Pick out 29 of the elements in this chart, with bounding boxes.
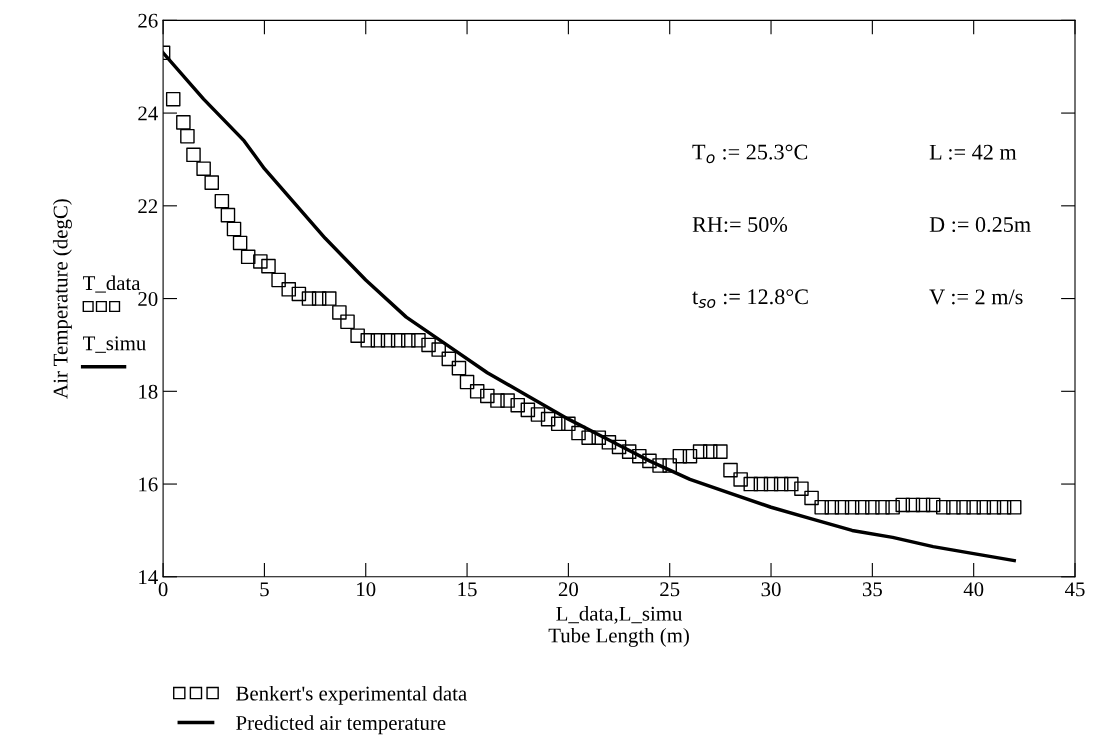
legend-label: Benkert's experimental data	[236, 685, 467, 705]
text: T_simu	[83, 336, 146, 353]
annotation: t$_{so}$ := 12.8°C	[692, 289, 808, 308]
y-axis-title: Air Temperature (degC)	[52, 199, 72, 399]
x-tick-label: 5	[260, 582, 269, 597]
annotation: D := 0.25m	[929, 217, 1031, 233]
y-tick-label: 18	[139, 384, 158, 399]
annotation: RH:= 50%	[692, 217, 788, 233]
x-tick-label: 35	[862, 582, 882, 597]
x-tick-label: 45	[1064, 582, 1085, 597]
y-tick-label: 26	[138, 13, 158, 28]
annotation: T$_{o}$ := 25.3°C	[692, 144, 808, 164]
x-axis-title: L_data,L_simu Tube Length (m)	[548, 606, 689, 647]
y-tick-label: 20	[138, 291, 158, 306]
y-tick-label: 22	[138, 199, 158, 214]
x-tick-label: 15	[458, 582, 477, 597]
legend-label: Predicted air temperature	[236, 715, 446, 735]
text: T_data	[83, 275, 141, 293]
x-tick-label: 25	[660, 582, 680, 597]
annotation: L := 42 m	[929, 144, 1017, 160]
x-tick-label: 40	[963, 582, 984, 597]
x-tick-label: 30	[761, 582, 781, 597]
x-tick-label: 20	[558, 582, 579, 597]
y-tick-label: 14	[139, 570, 158, 585]
y-tick-label: 16	[139, 477, 158, 492]
x-tick-label: 10	[357, 582, 376, 597]
y-tick-label: 24	[138, 106, 158, 121]
annotation: V := 2 m/s	[929, 289, 1023, 305]
x-tick-label: 0	[158, 582, 168, 597]
